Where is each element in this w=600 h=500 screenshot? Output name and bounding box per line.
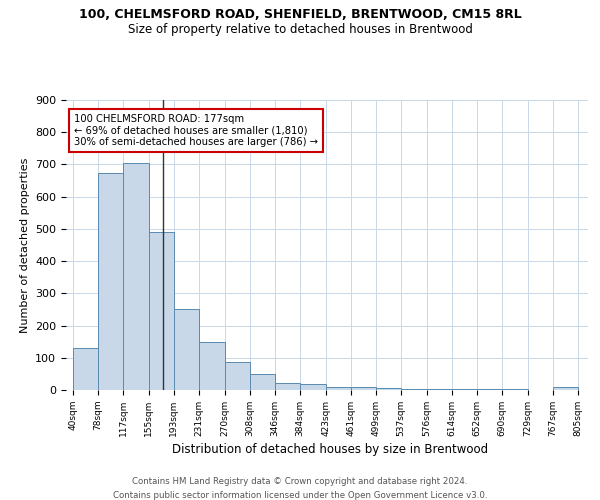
Bar	[250, 374, 275, 390]
Bar	[427, 389, 452, 390]
Bar	[275, 383, 300, 390]
Bar	[376, 388, 401, 390]
Bar	[199, 342, 224, 390]
Bar	[73, 348, 98, 390]
Bar	[124, 163, 149, 390]
Bar	[224, 362, 250, 390]
Bar	[98, 172, 124, 390]
Bar	[326, 387, 351, 390]
Text: Contains HM Land Registry data © Crown copyright and database right 2024.: Contains HM Land Registry data © Crown c…	[132, 478, 468, 486]
Y-axis label: Number of detached properties: Number of detached properties	[20, 158, 29, 332]
Bar	[401, 388, 427, 390]
Bar	[553, 388, 578, 390]
Text: Contains public sector information licensed under the Open Government Licence v3: Contains public sector information licen…	[113, 491, 487, 500]
Text: Distribution of detached houses by size in Brentwood: Distribution of detached houses by size …	[172, 442, 488, 456]
Text: Size of property relative to detached houses in Brentwood: Size of property relative to detached ho…	[128, 22, 472, 36]
Bar	[452, 389, 477, 390]
Text: 100 CHELMSFORD ROAD: 177sqm
← 69% of detached houses are smaller (1,810)
30% of : 100 CHELMSFORD ROAD: 177sqm ← 69% of det…	[74, 114, 318, 146]
Bar	[351, 388, 376, 390]
Text: 100, CHELMSFORD ROAD, SHENFIELD, BRENTWOOD, CM15 8RL: 100, CHELMSFORD ROAD, SHENFIELD, BRENTWO…	[79, 8, 521, 20]
Bar	[300, 384, 326, 390]
Bar	[149, 232, 174, 390]
Bar	[174, 310, 199, 390]
